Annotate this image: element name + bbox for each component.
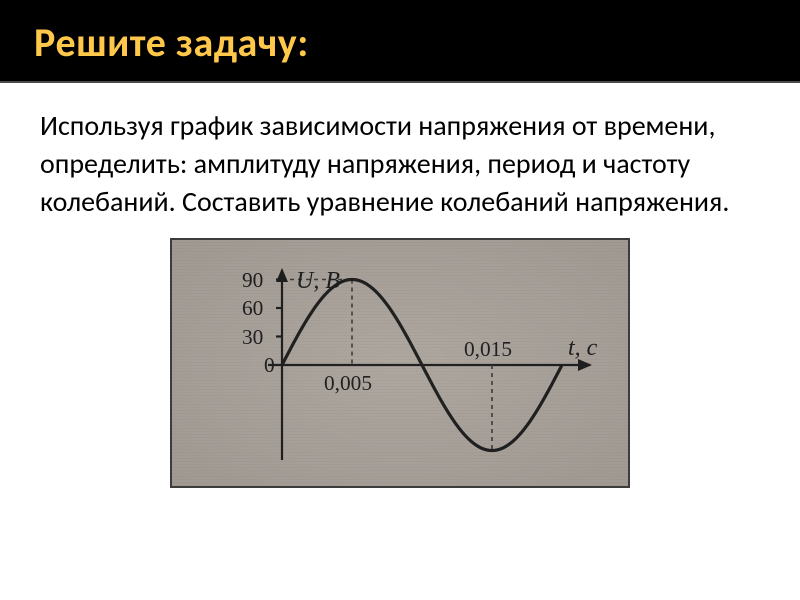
axes-group: [268, 270, 590, 460]
task-text: Используя график зависимости напряжения …: [40, 107, 760, 220]
y-axis-label: U, В: [296, 268, 340, 295]
x-tick-0-015: 0,015: [464, 337, 512, 362]
graph-svg: [172, 240, 632, 490]
y-tick-30: 30: [242, 325, 263, 350]
y-tick-90: 90: [242, 268, 263, 293]
page-title: Решите задачу:: [34, 18, 766, 67]
y-tick-60: 60: [242, 296, 263, 321]
y-tick-0: 0: [264, 353, 275, 378]
x-axis-label: t, с: [568, 335, 597, 362]
voltage-time-graph: U, В t, с 90 60 30 0 0,005 0,015: [170, 238, 630, 488]
content-area: Используя график зависимости напряжения …: [0, 83, 800, 488]
x-tick-0-005: 0,005: [324, 371, 372, 396]
title-band: Решите задачу:: [0, 0, 800, 83]
figure-wrap: U, В t, с 90 60 30 0 0,005 0,015: [40, 238, 760, 488]
